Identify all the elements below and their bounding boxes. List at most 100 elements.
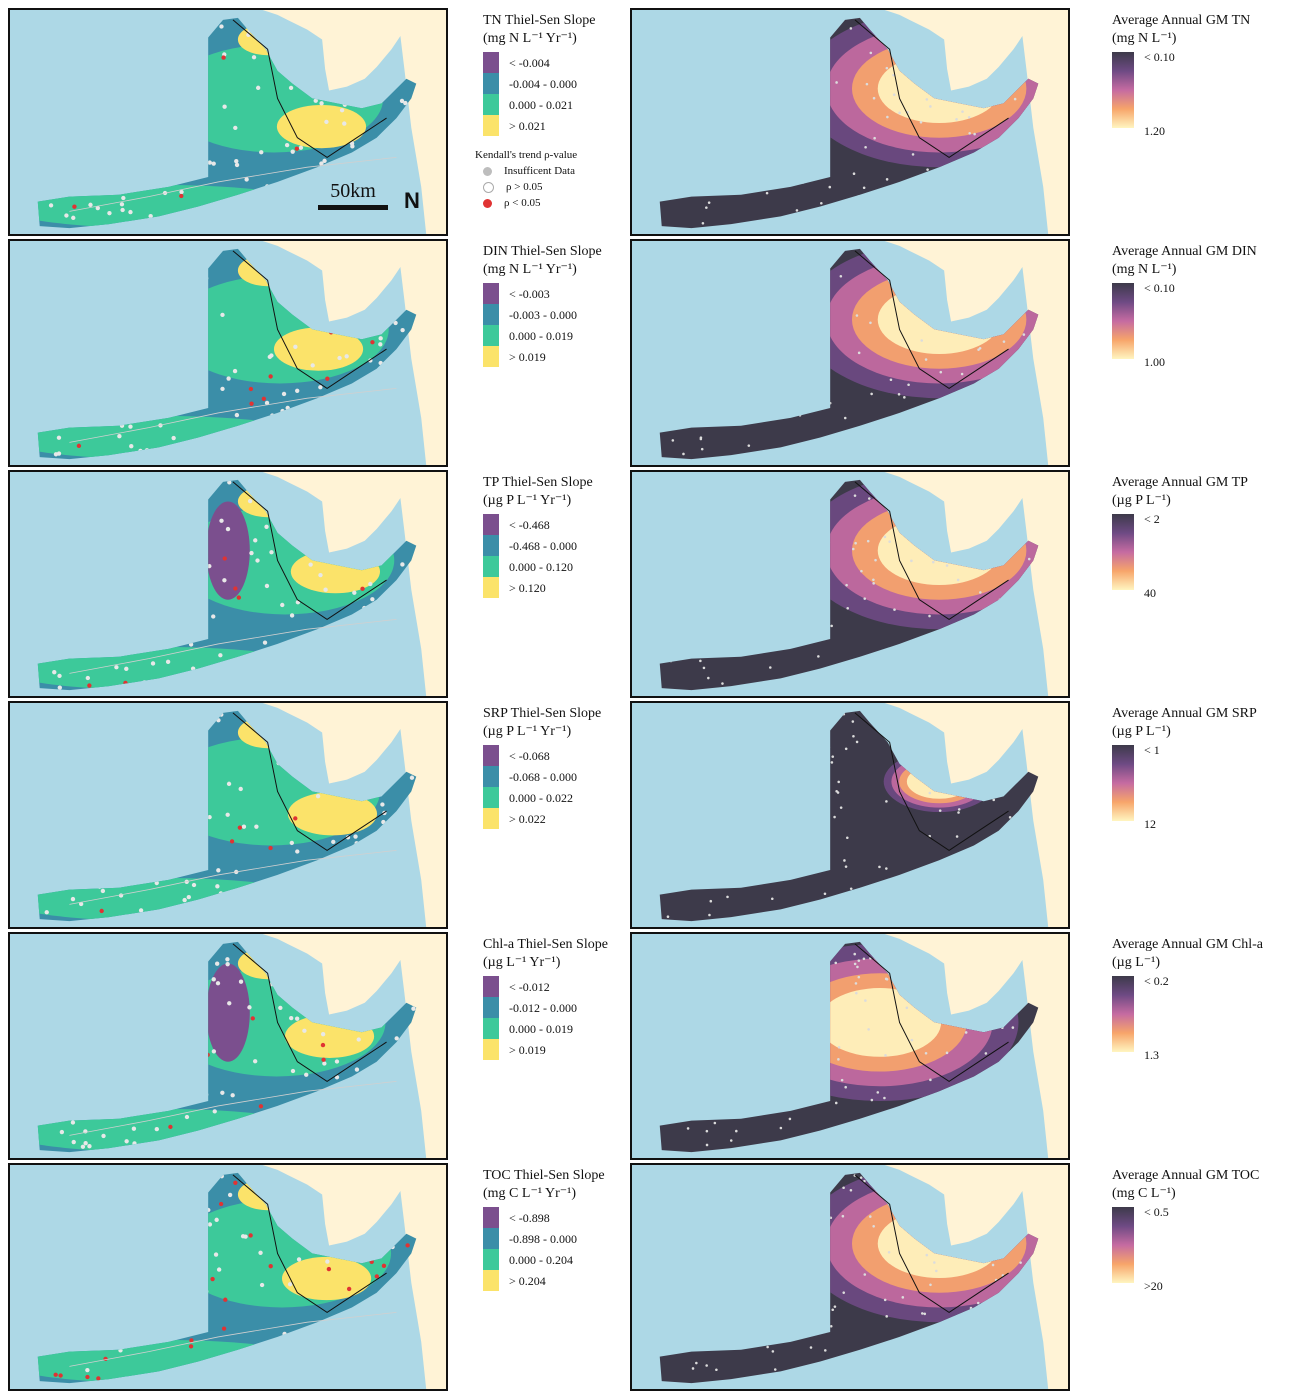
station-nonsignificant	[377, 838, 382, 843]
station-point	[718, 412, 721, 416]
station-point	[751, 1215, 755, 1218]
zone-boundary-south	[69, 156, 397, 212]
kendall-legend-item: Insufficent Data	[475, 163, 625, 179]
station-nonsignificant	[82, 568, 87, 574]
station-point	[851, 547, 855, 551]
station-nonsignificant	[171, 786, 176, 791]
station-significant	[237, 825, 243, 830]
station-nonsignificant	[101, 1133, 106, 1139]
station-point	[961, 438, 965, 442]
station-significant	[54, 732, 60, 738]
station-nonsignificant	[76, 1329, 81, 1335]
station-nonsignificant	[312, 786, 317, 792]
station-point	[819, 255, 822, 259]
station-nonsignificant	[185, 738, 190, 743]
station-nonsignificant	[160, 269, 165, 275]
station-point	[810, 820, 813, 824]
station-nonsignificant	[269, 353, 274, 358]
station-point	[771, 1350, 775, 1353]
station-nonsignificant	[181, 582, 186, 588]
station-point	[743, 97, 746, 101]
station-nonsignificant	[244, 177, 249, 182]
station-point	[715, 540, 719, 543]
station-point	[856, 965, 859, 969]
station-nonsignificant	[230, 1093, 235, 1098]
station-nonsignificant	[136, 719, 141, 724]
station-point	[906, 252, 909, 256]
station-nonsignificant	[83, 102, 89, 107]
station-nonsignificant	[42, 25, 48, 30]
station-point	[780, 1063, 784, 1067]
station-significant	[261, 396, 266, 401]
station-nonsignificant	[315, 38, 320, 44]
station-point	[763, 273, 766, 277]
station-point	[700, 447, 704, 451]
gm-color-bar	[1112, 745, 1134, 821]
station-significant	[106, 1211, 111, 1217]
station-point	[977, 348, 980, 351]
station-point	[942, 201, 945, 204]
trend-legend-swatch	[483, 1228, 499, 1249]
station-nonsignificant	[390, 1244, 395, 1250]
station-point	[1001, 1306, 1004, 1309]
station-point	[780, 1316, 783, 1319]
station-nonsignificant	[141, 637, 146, 643]
trend-legend-units: (mg N L⁻¹ Yr⁻¹)	[483, 262, 577, 277]
station-nonsignificant	[290, 1068, 296, 1074]
station-nonsignificant	[121, 857, 126, 862]
station-point	[1008, 1360, 1011, 1364]
station-nonsignificant	[207, 1222, 213, 1227]
station-nonsignificant	[145, 846, 150, 851]
station-nonsignificant	[154, 840, 159, 845]
station-point	[711, 719, 714, 723]
station-nonsignificant	[303, 985, 308, 991]
station-nonsignificant	[300, 736, 305, 741]
station-nonsignificant	[288, 191, 294, 196]
station-point	[891, 36, 895, 39]
station-point	[936, 1372, 939, 1375]
station-point	[841, 942, 845, 946]
station-nonsignificant	[128, 305, 133, 310]
station-point	[686, 838, 690, 842]
station-point	[779, 314, 782, 317]
station-point	[686, 942, 690, 946]
station-point	[831, 1308, 835, 1312]
station-nonsignificant	[391, 637, 397, 642]
station-nonsignificant	[168, 788, 173, 794]
station-nonsignificant	[269, 550, 274, 555]
station-nonsignificant	[129, 444, 134, 449]
station-nonsignificant	[344, 89, 349, 94]
station-point	[997, 625, 1001, 629]
station-significant	[326, 1266, 332, 1272]
station-point	[701, 221, 705, 225]
station-point	[718, 774, 722, 777]
station-point	[770, 971, 774, 974]
station-point	[984, 557, 987, 561]
station-nonsignificant	[247, 498, 253, 504]
station-nonsignificant	[310, 425, 315, 430]
station-point	[700, 605, 703, 608]
station-nonsignificant	[367, 679, 373, 684]
station-nonsignificant	[119, 423, 125, 428]
station-significant	[133, 1255, 139, 1260]
station-point	[972, 1326, 976, 1330]
station-significant	[233, 586, 238, 591]
station-nonsignificant	[48, 203, 54, 208]
station-point	[884, 1054, 887, 1057]
station-nonsignificant	[101, 1077, 106, 1082]
station-point	[900, 294, 904, 297]
station-significant	[359, 1249, 365, 1254]
station-nonsignificant	[61, 155, 66, 161]
station-nonsignificant	[388, 160, 393, 166]
station-nonsignificant	[129, 504, 134, 509]
station-nonsignificant	[64, 213, 69, 218]
station-point	[883, 1112, 887, 1116]
station-point	[970, 203, 974, 207]
station-nonsignificant	[312, 646, 317, 651]
station-point	[995, 1147, 998, 1151]
station-significant	[66, 1344, 72, 1350]
trend-legend-item: > 0.019	[483, 346, 546, 367]
station-point	[1000, 182, 1003, 186]
gm-map-panel	[630, 470, 1070, 698]
station-significant	[268, 845, 273, 851]
